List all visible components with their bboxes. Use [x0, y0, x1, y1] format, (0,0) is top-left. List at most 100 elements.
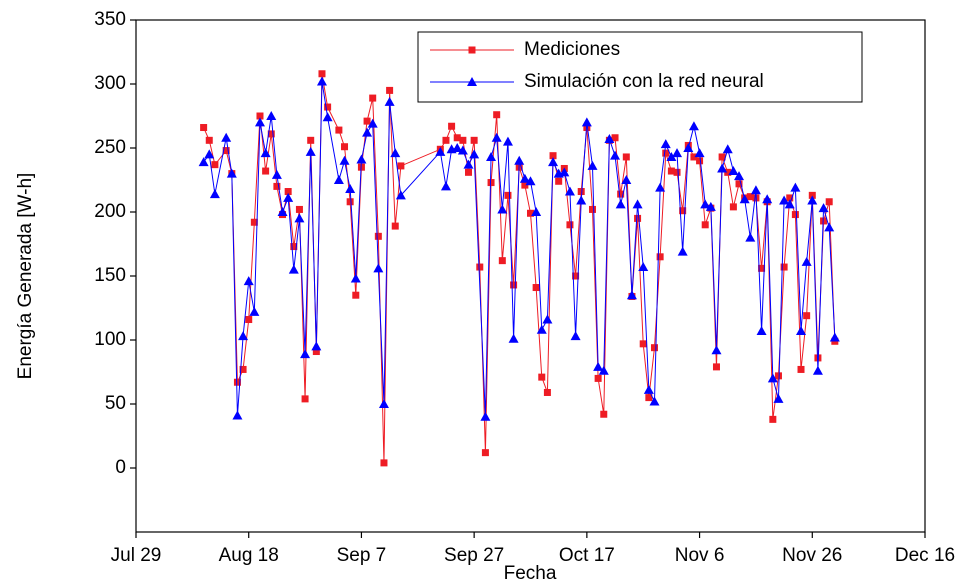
data-point	[756, 326, 767, 336]
y-tick-label: 150	[94, 265, 126, 286]
data-point	[745, 232, 756, 242]
data-point	[604, 134, 615, 144]
data-point	[470, 136, 478, 144]
data-point	[322, 112, 333, 122]
data-point	[610, 150, 621, 160]
data-point	[779, 195, 790, 205]
data-point	[634, 214, 642, 222]
y-tick-label: 250	[94, 137, 126, 158]
data-point	[570, 331, 581, 341]
data-point	[690, 153, 698, 161]
data-point	[645, 394, 653, 402]
data-point	[390, 148, 401, 158]
data-point	[521, 181, 529, 189]
data-point	[660, 139, 671, 149]
data-point	[476, 263, 484, 271]
data-point	[797, 365, 805, 373]
data-point	[638, 262, 649, 272]
data-point	[300, 349, 311, 359]
data-point	[209, 189, 220, 199]
data-point	[679, 207, 687, 215]
data-point	[262, 167, 270, 175]
data-point	[256, 112, 264, 120]
data-point	[818, 203, 829, 213]
data-point	[773, 393, 784, 403]
data-point	[593, 361, 604, 371]
data-point	[632, 199, 643, 209]
data-point	[688, 121, 699, 131]
data-point	[204, 149, 215, 159]
data-point	[812, 365, 823, 375]
data-point	[784, 199, 795, 209]
data-point	[758, 264, 766, 272]
data-point	[335, 126, 343, 134]
data-point	[463, 159, 474, 169]
data-point	[650, 344, 658, 352]
y-tick-label: 300	[94, 73, 126, 94]
data-point	[701, 221, 709, 229]
data-point	[386, 86, 394, 94]
data-point	[198, 157, 209, 167]
data-point	[767, 373, 778, 383]
data-point	[722, 144, 733, 154]
x-tick-label: Aug 18	[219, 545, 279, 566]
data-point	[729, 203, 737, 211]
y-axis-label: Energía Generada [W-h]	[15, 173, 36, 380]
data-point	[769, 415, 777, 423]
y-tick-label: 100	[94, 329, 126, 350]
data-point	[621, 175, 632, 184]
data-point	[232, 410, 243, 420]
data-point	[374, 232, 382, 240]
data-point	[803, 312, 811, 320]
legend-box	[417, 31, 863, 103]
data-point	[277, 207, 288, 216]
data-point	[667, 167, 675, 175]
data-point	[807, 195, 818, 205]
data-point	[532, 284, 540, 292]
data-point	[395, 190, 406, 200]
data-point	[318, 70, 326, 78]
data-point	[448, 122, 456, 130]
data-point	[486, 151, 497, 161]
data-point	[829, 332, 840, 342]
data-point	[576, 195, 587, 205]
data-point	[273, 182, 281, 190]
data-point	[222, 147, 230, 155]
data-point	[694, 148, 705, 158]
data-point	[305, 146, 316, 156]
data-point	[525, 176, 536, 186]
data-point	[696, 157, 704, 165]
data-point	[267, 130, 275, 138]
x-tick-label: Jul 29	[111, 545, 162, 566]
data-point	[712, 363, 720, 371]
data-point	[622, 153, 630, 161]
x-tick-label: Dec 16	[895, 545, 955, 566]
data-point	[397, 162, 405, 170]
data-point	[683, 143, 694, 152]
data-point	[711, 345, 722, 355]
data-point	[566, 221, 574, 229]
data-point	[339, 155, 350, 165]
data-point	[538, 373, 546, 381]
data-point	[594, 374, 602, 382]
data-point	[587, 160, 598, 170]
data-point	[656, 253, 664, 261]
data-point	[367, 118, 378, 128]
data-point	[284, 188, 292, 196]
data-point	[572, 272, 580, 280]
legend-marker	[468, 46, 476, 54]
data-point	[266, 111, 277, 120]
data-point	[442, 136, 450, 144]
data-point	[283, 192, 294, 202]
data-point	[598, 365, 609, 375]
data-point	[626, 290, 637, 300]
data-point	[746, 193, 754, 201]
data-point	[705, 201, 716, 211]
data-point	[333, 175, 344, 184]
data-point	[243, 276, 254, 286]
data-point	[548, 157, 559, 167]
data-point	[808, 191, 816, 199]
legend-label: Mediciones	[524, 39, 620, 60]
data-point	[226, 168, 237, 178]
